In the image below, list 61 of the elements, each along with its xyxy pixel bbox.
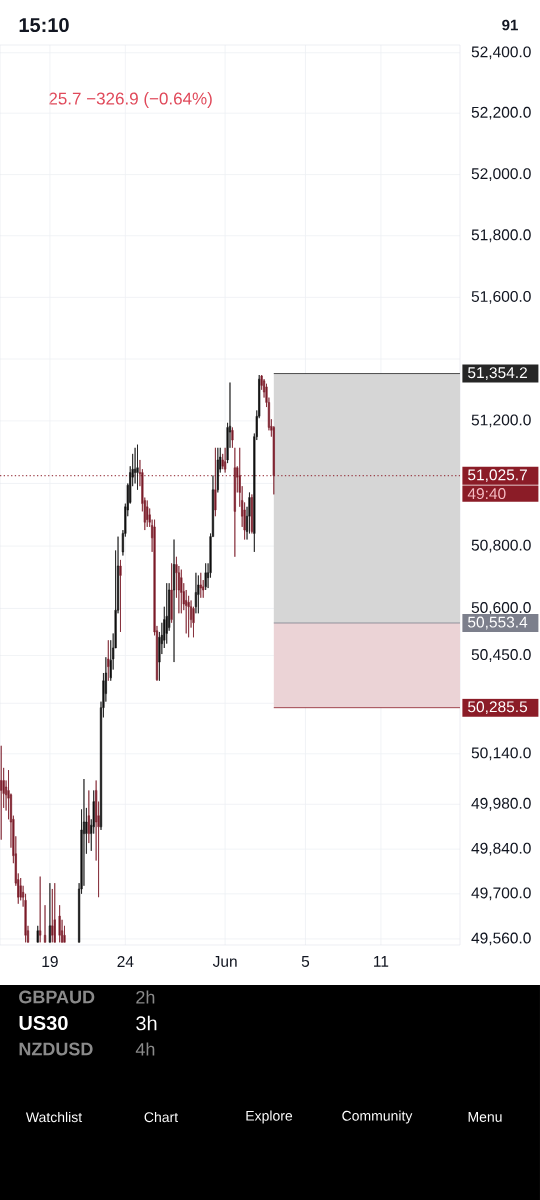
candlestick — [180, 569, 183, 614]
candlestick — [36, 925, 39, 943]
text: 25.7 −326.9 (−0.64%) — [49, 92, 212, 108]
candlestick — [146, 500, 149, 528]
y-tick-label: 51,800.0 — [471, 229, 531, 243]
x-tick-label: 24 — [117, 956, 134, 967]
candlestick — [39, 876, 42, 943]
x-tick-label: 19 — [42, 956, 58, 968]
ref-line-label: 50,553.4 — [468, 616, 528, 630]
candlestick — [119, 559, 122, 633]
candlestick — [0, 745, 3, 841]
candlestick — [53, 882, 56, 943]
candlestick — [194, 572, 197, 614]
candlestick — [172, 539, 176, 663]
y-tick-label: 50,600.0 — [471, 602, 531, 615]
candlestick — [43, 904, 47, 943]
text: Menu — [468, 1112, 502, 1122]
text: Watchlist — [25, 1111, 83, 1123]
text: 15:10 — [19, 17, 69, 33]
y-tick-label: 50,800.0 — [471, 539, 531, 553]
candlestick — [170, 562, 173, 624]
candlestick — [204, 562, 207, 591]
ref-line-label: 51,025.7 — [468, 469, 527, 483]
x-tick-label: Jun — [212, 956, 237, 967]
text: Community — [342, 1110, 413, 1124]
candlestick — [233, 447, 236, 558]
y-tick-label: 49,840.0 — [471, 842, 531, 856]
ref-line-label: 51,354.2 — [468, 367, 527, 380]
ref-line-label: 50,285.5 — [468, 701, 528, 715]
y-tick-label: 50,450.0 — [471, 649, 531, 662]
text: 91 — [502, 19, 518, 31]
y-tick-label: 50,140.0 — [471, 747, 531, 761]
candlestick — [58, 904, 61, 943]
x-tick-label: 11 — [374, 956, 389, 967]
y-tick-label: 49,700.0 — [471, 887, 531, 901]
candlestick — [216, 447, 219, 493]
text: 4h — [135, 1042, 155, 1056]
x-tick-label: 5 — [301, 956, 310, 967]
y-tick-label: 49,980.0 — [471, 797, 531, 811]
candlestick — [231, 427, 234, 449]
candlestick — [48, 882, 51, 943]
text: GBPAUD — [19, 990, 95, 1004]
y-tick-label: 51,600.0 — [471, 290, 531, 304]
text: US30 — [19, 1015, 68, 1031]
text: 3h — [136, 1015, 157, 1031]
candlestick — [165, 582, 168, 644]
candlestick — [199, 572, 202, 599]
text: NZDUSD — [19, 1042, 93, 1056]
candlestick — [87, 790, 90, 844]
text: Explore — [246, 1110, 293, 1124]
text: 49:40 — [467, 488, 506, 500]
y-tick-label: 52,400.0 — [471, 46, 531, 60]
y-tick-label: 52,000.0 — [471, 168, 531, 181]
candlestick — [136, 444, 139, 491]
y-tick-label: 52,200.0 — [471, 106, 531, 120]
candlestick — [197, 575, 200, 614]
candlestick — [224, 447, 227, 473]
y-tick-label: 49,560.0 — [471, 932, 531, 946]
text: 2h — [136, 990, 155, 1004]
text: Chart — [144, 1111, 179, 1123]
y-tick-label: 51,200.0 — [471, 414, 531, 428]
